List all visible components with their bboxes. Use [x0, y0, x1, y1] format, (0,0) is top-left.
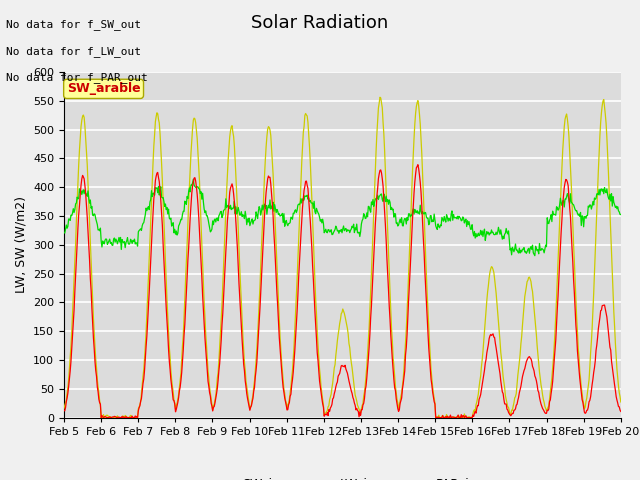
Text: No data for f_LW_out: No data for f_LW_out: [6, 46, 141, 57]
Text: Solar Radiation: Solar Radiation: [252, 14, 388, 33]
Text: No data for f_PAR_out: No data for f_PAR_out: [6, 72, 148, 83]
Text: No data for f_SW_out: No data for f_SW_out: [6, 19, 141, 30]
Legend: SW_in, LW_in, PAR_in: SW_in, LW_in, PAR_in: [202, 472, 483, 480]
Text: SW_arable: SW_arable: [67, 83, 140, 96]
Y-axis label: LW, SW (W/m2): LW, SW (W/m2): [15, 196, 28, 293]
